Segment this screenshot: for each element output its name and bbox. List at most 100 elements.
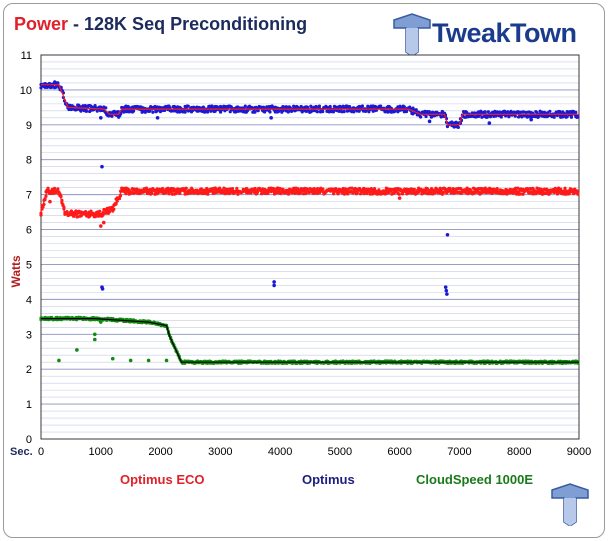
sample-point [206,110,210,114]
y-tick-label: 9 [26,120,32,132]
outlier-point [57,358,61,363]
sample-point [559,187,563,191]
sample-point [261,105,266,109]
sample-point [424,114,428,119]
sample-point [98,105,103,109]
sample-point [563,186,567,190]
sample-point [281,187,285,191]
title-rest: - 128K Seq Preconditioning [68,14,308,34]
y-tick-label: 10 [20,85,32,97]
sample-point [360,104,365,108]
tweaktown-t-icon [393,13,431,57]
tweaktown-small-icon [550,482,590,527]
outlier-point [529,117,533,122]
average-line [40,190,579,215]
sample-point [151,110,155,114]
logo-text: TweakTown [432,18,577,48]
y-tick-label: 5 [26,259,32,271]
sample-point [186,104,190,108]
outlier-point [100,164,104,169]
outlier-point [101,220,106,225]
sample-point [576,191,580,195]
sample-point [379,104,383,108]
outlier-point [146,358,151,363]
x-tick-label: 5000 [328,446,352,458]
y-axis-label: Watts [9,255,23,288]
sample-point [286,192,291,196]
series-optimus [39,80,580,296]
y-tick-label: 11 [21,50,32,62]
sample-point [483,186,487,190]
sample-point [54,85,58,89]
outlier-point [272,283,276,288]
series-optimus-eco [39,186,580,228]
sample-point [441,191,446,195]
outlier-point [427,119,432,124]
outlier-point [487,121,492,125]
sample-point [150,191,154,195]
sample-point [317,104,322,108]
x-tick-label: 9000 [567,446,591,458]
x-tick-label: 4000 [268,446,292,458]
sample-point [72,214,76,218]
y-tick-label: 6 [26,225,32,237]
sample-point [84,109,88,113]
sample-point [342,109,346,113]
legend-optimus-eco: Optimus ECO [120,472,205,487]
chart-plot: 0 1 2 3 4 5 6 7 8 9 10 11 0 1000 2000 3000 4000 5000 6000 7… [9,50,591,458]
sample-point [101,213,105,217]
sample-point [230,187,235,191]
legend-optimus: Optimus [302,472,355,487]
sample-point [183,110,187,114]
outlier-point [128,358,133,363]
y-tick-label: 7 [26,190,32,202]
sample-point [352,110,356,114]
x-tick-label: 3000 [208,446,232,458]
sample-point [213,109,217,113]
sample-point [52,186,57,191]
sample-point [404,109,409,113]
outlier-point [98,320,103,324]
sample-point [89,209,93,213]
plot-area [41,55,579,439]
sample-point [115,110,120,114]
sample-point [355,191,359,195]
sample-point [209,109,213,113]
y-tick-label: 0 [26,434,32,446]
outlier-point [98,224,103,228]
sample-point [253,186,257,191]
sample-point [178,191,182,195]
sample-point [131,109,136,113]
y-tick-label: 8 [26,155,32,167]
sample-point [124,192,128,196]
outlier-point [397,196,402,200]
x-tick-label: 0 [38,446,44,458]
sample-point [253,110,257,114]
outlier-point [272,280,276,284]
outlier-point [110,356,115,361]
outlier-point [269,116,273,120]
sample-point [456,125,460,129]
sample-point [328,104,332,109]
outlier-point [48,199,52,204]
x-tick-label: 6000 [387,446,411,458]
x-tick-label: 7000 [447,446,471,458]
sample-point [448,186,452,190]
sample-point [574,110,578,115]
sample-point [39,211,43,215]
outlier-point [443,285,448,289]
x-tick-label: 2000 [148,446,172,458]
outlier-point [93,337,97,342]
sample-point [256,109,260,113]
sample-point [342,192,347,196]
sample-point [567,191,571,196]
sample-point [286,110,290,114]
sample-point [218,186,222,190]
sample-point [414,108,418,112]
outlier-point [445,292,449,296]
sample-point [110,114,114,118]
y-tick-label: 1 [26,399,32,411]
sample-point [548,109,552,113]
sample-point [350,186,354,190]
sample-point [418,115,423,119]
